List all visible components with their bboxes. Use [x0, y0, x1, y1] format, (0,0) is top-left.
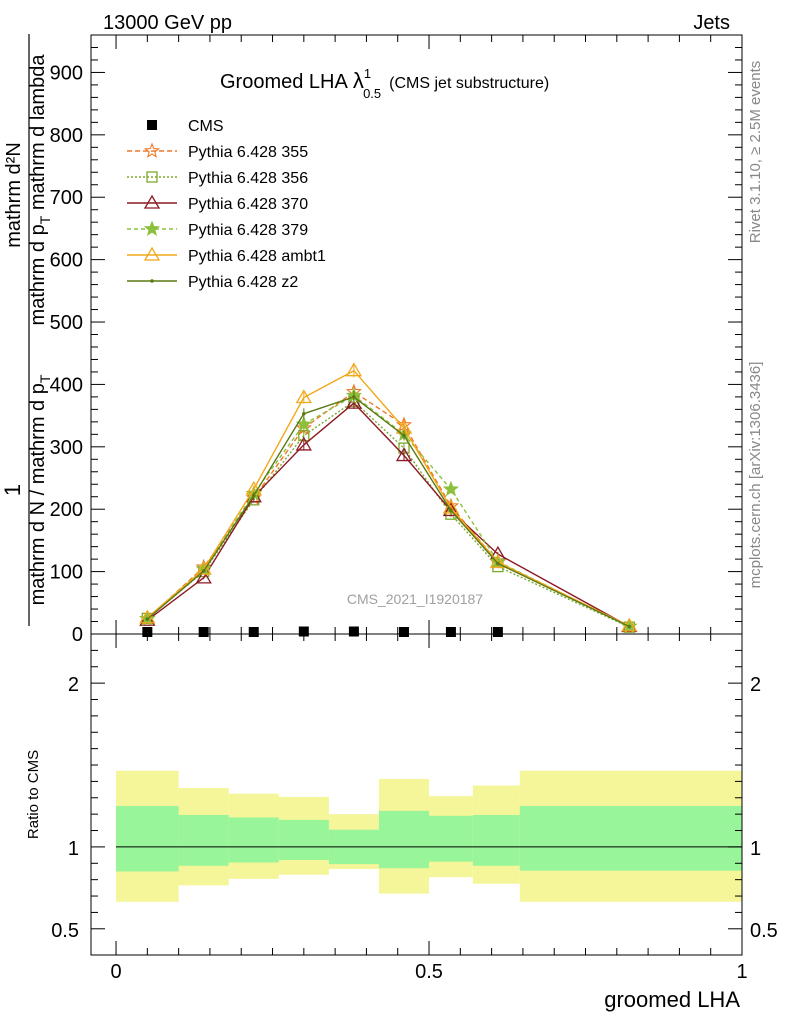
data-point: [445, 627, 456, 637]
data-point: [302, 411, 306, 416]
data-point: [195, 569, 212, 584]
data-point: [492, 627, 503, 637]
legend-label: Pythia 6.428 ambt1: [188, 248, 326, 265]
data-point: [345, 394, 363, 409]
ytick-label: 700: [50, 187, 83, 209]
y-axis-label-denominator: mathrm d pT mathrm d lambda: [27, 54, 53, 326]
legend-label: Pythia 6.428 356: [188, 170, 308, 187]
rivet-label: Rivet 3.1.10, ≥ 2.5M events: [747, 61, 764, 244]
legend-marker: [143, 220, 161, 236]
main-panel: 0 100 200 300 400 500 600 700 800 900 CMS_2021_I19…: [0, 34, 743, 646]
series-line: [146, 369, 630, 627]
ratio-ytick-label-right: 1: [750, 838, 761, 860]
xtick-label: 0.5: [415, 961, 443, 983]
legend-marker: [146, 171, 158, 183]
ytick-label: 800: [50, 125, 83, 147]
data-point: [627, 624, 632, 629]
y-label-prefix-den: mathrm d N / mathrm d pT: [27, 374, 53, 605]
ytick-label: 200: [50, 499, 83, 521]
stat-band-bin: [378, 810, 430, 869]
y-label-den: mathrm d pT mathrm d lambda: [27, 54, 53, 326]
ytick-label: 900: [50, 62, 83, 84]
ratio-frame: [90, 633, 743, 956]
y-axis-label-numerator: mathrm d²N: [3, 142, 25, 248]
stat-band-bin: [278, 819, 329, 861]
ratio-ytick-label: 0.5: [51, 920, 79, 942]
data-point: [295, 389, 312, 404]
data-point: [142, 627, 153, 637]
data-point: [195, 560, 212, 575]
legend-label: CMS: [188, 118, 224, 135]
data-point: [145, 617, 150, 621]
data-point: [201, 569, 206, 573]
y-label-prefix-num: 1: [0, 484, 25, 496]
data-point: [345, 362, 363, 377]
legend-label: Pythia 6.428 355: [188, 144, 308, 161]
ytick-label: 500: [50, 312, 83, 334]
ytick-label: 600: [50, 250, 83, 272]
ytick-label: 300: [50, 437, 83, 459]
legend-marker: [143, 194, 161, 209]
series-0: [142, 626, 503, 637]
ratio-ytick-label: 2: [68, 674, 79, 696]
stat-band-bin: [519, 805, 742, 871]
data-point: [449, 508, 453, 513]
y-axis-label-prefix-den: mathrm d N / mathrm d pT: [27, 374, 53, 605]
y-label-num: mathrm d²N: [3, 142, 25, 248]
stat-band-bin: [472, 814, 520, 866]
legend-marker: [147, 120, 157, 130]
mcplots-label: mcplots.cern.ch [arXiv:1306.3436]: [747, 362, 764, 589]
data-point: [402, 433, 406, 438]
stat-band-bin: [228, 817, 279, 863]
analysis-watermark: CMS_2021_I1920187: [347, 591, 483, 607]
data-point: [442, 480, 460, 497]
ratio-ytick-label-right: 0.5: [750, 920, 778, 942]
xtick-label: 1: [736, 961, 747, 983]
data-point: [496, 561, 500, 566]
y-axis-label-group: 1 mathrm d N / mathrm d pT mathrm d²Nmathr…: [0, 34, 53, 626]
data-point: [348, 626, 359, 637]
ytick-label: 400: [50, 374, 83, 396]
ratio-ytick-label-right: 2: [750, 674, 761, 696]
legend-marker: [150, 279, 154, 283]
legend-label: Pythia 6.428 370: [188, 196, 308, 213]
stat-band-bin: [116, 805, 179, 872]
data-point: [248, 627, 259, 637]
data-point: [352, 395, 356, 399]
stat-band-bin: [429, 815, 473, 862]
data-point: [251, 493, 256, 498]
legend-marker: [143, 246, 161, 261]
category-label: Jets: [693, 12, 730, 34]
stat-band-bin: [178, 814, 229, 866]
ratio-ylabel-group: Ratio to CMS: [25, 750, 42, 839]
xtick-label: 0: [110, 961, 121, 983]
data-point: [442, 502, 460, 517]
data-point: [489, 553, 507, 568]
legend-label: Pythia 6.428 z2: [188, 274, 298, 291]
y-axis-label-prefix-num: 1: [0, 484, 25, 496]
ytick-label: 100: [50, 562, 83, 584]
data-point: [295, 436, 312, 451]
series-6: [145, 390, 632, 629]
data-point: [198, 627, 209, 637]
ytick-label: 0: [72, 624, 83, 646]
legend: CMS Pythia 6.428 355 Pythia 6.428 356 Pythi…: [127, 118, 326, 291]
x-axis-label: groomed LHA: [604, 987, 740, 1012]
data-point: [395, 447, 413, 462]
ratio-ytick-label: 1: [68, 838, 79, 860]
legend-label: Pythia 6.428 379: [188, 222, 308, 239]
ratio-y-axis-label: Ratio to CMS: [25, 750, 42, 839]
energy-label: 13000 GeV pp: [103, 12, 232, 34]
chart-title: Groomed LHA λ1 0.5(CMS jet substructure): [220, 66, 549, 101]
data-point: [398, 627, 409, 637]
data-point: [298, 626, 309, 637]
legend-marker: [143, 142, 161, 158]
